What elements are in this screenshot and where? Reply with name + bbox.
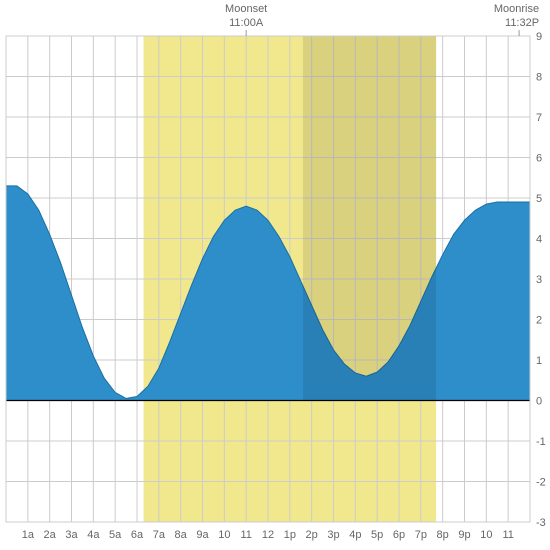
x-tick-label: 1a [22, 529, 35, 541]
y-tick-label: -2 [536, 477, 546, 489]
x-tick-label: 4a [87, 529, 100, 541]
x-tick-label: 5a [109, 529, 122, 541]
shadow-band [303, 36, 436, 401]
moonset-header: Moonset 11:00A [216, 2, 276, 31]
moonset-label: Moonset [216, 2, 276, 16]
x-tick-label: 6a [131, 529, 144, 541]
y-tick-label: 1 [536, 355, 542, 367]
x-tick-label: 5p [371, 529, 383, 541]
x-tick-label: 10 [218, 529, 230, 541]
y-tick-label: 3 [536, 274, 542, 286]
y-tick-label: 4 [536, 234, 542, 246]
x-tick-label: 8p [437, 529, 449, 541]
x-tick-label: 4p [349, 529, 361, 541]
moonrise-header: Moonrise 11:32P [479, 2, 539, 31]
x-tick-label: 8a [175, 529, 188, 541]
x-tick-label: 9a [196, 529, 209, 541]
x-tick-label: 7p [415, 529, 427, 541]
y-tick-label: 9 [536, 31, 542, 43]
tide-chart: Moonset 11:00A Moonrise 11:32P -3-2-1012… [0, 0, 550, 550]
chart-svg: -3-2-101234567891a2a3a4a5a6a7a8a9a101112… [0, 0, 550, 550]
y-tick-label: 2 [536, 315, 542, 327]
x-tick-label: 9p [458, 529, 470, 541]
x-tick-label: 6p [393, 529, 405, 541]
x-tick-label: 7a [153, 529, 166, 541]
x-tick-label: 12 [262, 529, 274, 541]
x-tick-label: 1p [284, 529, 296, 541]
y-tick-label: 0 [536, 396, 542, 408]
moonrise-label: Moonrise [479, 2, 539, 16]
y-tick-label: 5 [536, 193, 542, 205]
x-tick-label: 10 [480, 529, 492, 541]
y-tick-label: -1 [536, 436, 546, 448]
y-tick-label: 8 [536, 72, 542, 84]
x-tick-label: 3p [327, 529, 339, 541]
y-tick-label: 7 [536, 112, 542, 124]
y-tick-label: 6 [536, 153, 542, 165]
x-tick-label: 2p [306, 529, 318, 541]
x-tick-label: 11 [240, 529, 251, 541]
y-tick-label: -3 [536, 517, 546, 529]
x-tick-label: 3a [65, 529, 78, 541]
x-tick-label: 2a [44, 529, 57, 541]
x-tick-label: 11 [502, 529, 513, 541]
moonrise-time: 11:32P [479, 16, 539, 30]
moonset-time: 11:00A [216, 16, 276, 30]
